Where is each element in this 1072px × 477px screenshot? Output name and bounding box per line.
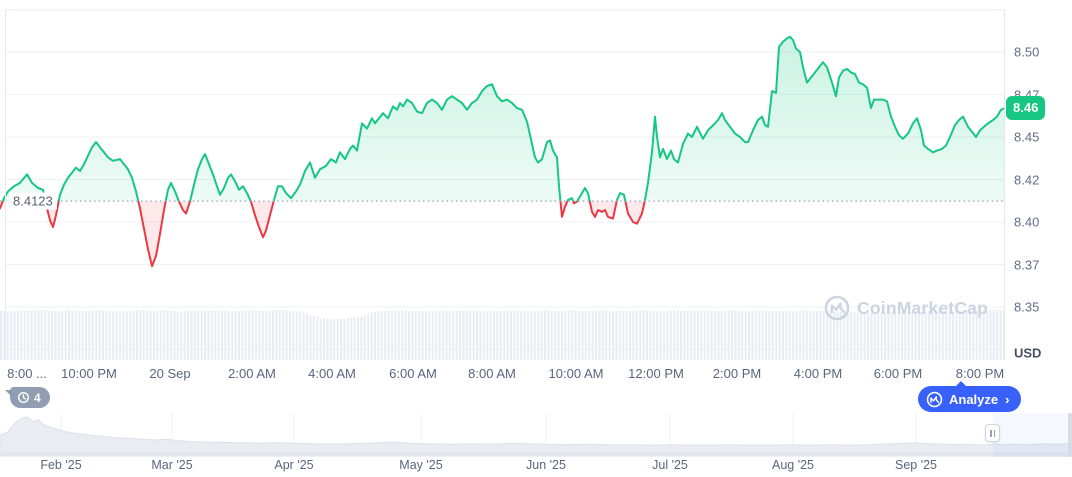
chart-annotations-badge[interactable]: 4 (5, 387, 50, 408)
y-axis-tick: 8.35 (1014, 299, 1040, 315)
x-axis-tick: 20 Sep (149, 366, 191, 381)
x-axis-tick: 10:00 AM (548, 366, 604, 381)
coinmarketcap-icon (926, 391, 943, 407)
x-axis-tick: 8:00 PM (955, 366, 1005, 381)
minimap-track (0, 452, 1072, 456)
y-axis-tick: 8.50 (1014, 44, 1040, 60)
analyze-pointer-tail (955, 381, 967, 387)
x-axis-tick: 6:00 PM (873, 366, 923, 381)
x-axis-tick: 4:00 PM (793, 366, 843, 381)
brush-right-edge[interactable] (1068, 413, 1072, 457)
x-axis-tick: 6:00 AM (389, 366, 437, 381)
history-clock-icon (17, 391, 30, 404)
y-axis: USD 8.50 8.47 8.45 8.42 8.40 8.37 8.35 (1013, 0, 1071, 361)
minimap-month-tick: Jun '25 (526, 458, 566, 472)
badge-tail (5, 390, 11, 396)
minimap-area-chart (0, 413, 1072, 457)
x-axis-tick: 2:00 AM (228, 366, 276, 381)
previous-close-label: 8.4123 (9, 192, 57, 210)
x-axis-tick: 2:00 PM (712, 366, 762, 381)
analyze-button[interactable]: Analyze › (918, 381, 1022, 412)
minimap-month-tick: Feb '25 (40, 458, 82, 472)
minimap-month-tick: Jul '25 (652, 458, 688, 472)
annotation-count: 4 (34, 390, 41, 405)
y-axis-tick: 8.40 (1014, 214, 1040, 230)
x-axis-tick: 12:00 PM (628, 366, 684, 381)
x-axis: 8:00 ... 10:00 PM 20 Sep 2:00 AM 4:00 AM 6:00… (0, 366, 1005, 382)
minimap-month-tick: Sep '25 (894, 458, 938, 472)
y-axis-tick: 8.45 (1014, 129, 1040, 145)
current-price-badge: 8.46 (1006, 96, 1046, 120)
minimap-month-tick: Mar '25 (151, 458, 193, 472)
x-axis-tick: 10:00 PM (61, 366, 117, 381)
brush-selection[interactable] (993, 413, 1072, 457)
minimap-month-tick: May '25 (399, 458, 443, 472)
minimap-month-labels: Feb '25 Mar '25 Apr '25 May '25 Jun '25 Jul '… (0, 458, 1072, 474)
y-axis-tick: 8.37 (1014, 257, 1040, 272)
x-axis-tick: 4:00 AM (308, 366, 356, 381)
currency-unit-label: USD (1014, 345, 1042, 361)
range-selector[interactable] (0, 413, 1072, 457)
minimap-month-tick: Apr '25 (274, 458, 314, 472)
analyze-label: Analyze (949, 391, 999, 407)
brush-handle[interactable] (985, 424, 1000, 442)
main-chart-canvas[interactable]: 8.4123 (0, 0, 1005, 360)
y-axis-tick: 8.42 (1014, 172, 1040, 187)
x-axis-tick: 8:00 ... (7, 366, 47, 381)
chevron-right-icon: › (1005, 391, 1010, 407)
price-line-chart (0, 9, 1005, 360)
minimap-month-tick: Aug '25 (771, 458, 815, 472)
x-axis-tick: 8:00 AM (468, 366, 516, 381)
